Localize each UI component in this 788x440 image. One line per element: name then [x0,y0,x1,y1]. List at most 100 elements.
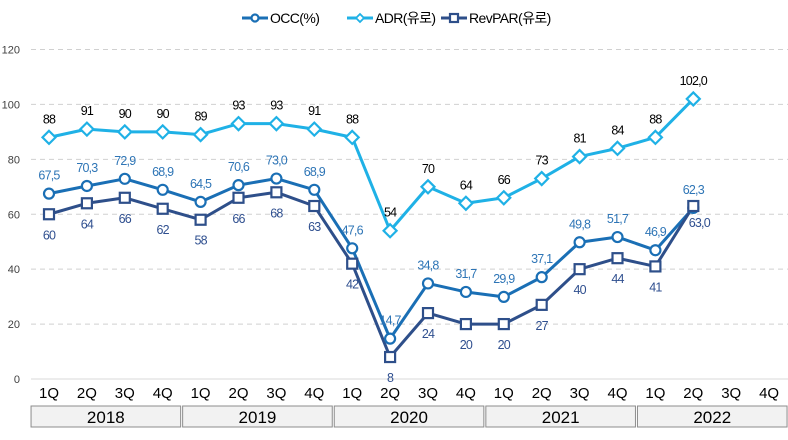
adr-data-label: 93 [270,99,283,113]
adr-data-label: 102,0 [680,74,708,88]
adr-data-label: 90 [157,107,170,121]
adr-data-point [306,121,323,138]
occ-data-label: 14,7 [380,314,402,328]
occ-data-point [80,179,94,193]
revpar-data-label: 24 [422,327,435,341]
adr-data-point [609,140,626,157]
occ-data-label: 68,9 [152,165,174,179]
x-tick-label: 3Q [266,385,286,402]
legend-label-occ: OCC(%) [270,10,319,26]
occ-data-point [459,285,472,299]
occ-data-point [194,195,207,208]
x-axis-categories: 1Q 2Q 3Q 4Q 1Q 2Q 3Q 4Q 1Q 2Q 3Q 4Q 1Q 2Q 3Q 4Q 1Q 2Q 3Q 4Q [39,385,779,402]
revpar-data-label: 68 [270,206,283,220]
adr-data-point [382,222,399,239]
revpar-data-point [42,208,56,221]
occ-data-label: 70,6 [228,160,250,174]
adr-data-point [78,121,95,138]
adr-data-point [571,148,588,165]
x-tick-label: 4Q [304,385,324,402]
year-group-box [333,405,485,428]
occ-data-label: 37,1 [531,252,553,266]
x-tick-label: 2Q [380,385,400,402]
adr-data-point [495,189,512,206]
occ-data-point [535,271,548,284]
legend-label-adr: ADR(유로) [375,10,435,26]
occ-data-point [232,179,245,192]
occ-data-point [308,183,321,196]
occ-data-point [118,172,131,185]
adr-data-point [344,129,361,146]
adr-data-point [647,129,664,146]
x-tick-label: 2Q [683,385,703,402]
revpar-data-point [649,260,662,273]
revpar-data-point [308,199,321,213]
revpar-data-label: 27 [536,319,549,333]
revpar-data-label: 58 [194,234,207,248]
x-tick-label: 4Q [456,385,476,402]
year-group-label: 2020 [390,408,428,427]
occ-data-label: 47,6 [342,223,364,237]
y-tick-label: 0 [14,374,20,386]
occ-data-point [573,236,586,249]
x-tick-label: 4Q [607,385,627,402]
series-layer [40,90,702,364]
adr-data-point [154,123,171,140]
x-tick-label: 1Q [494,385,514,402]
gridlines [31,49,788,380]
adr-data-point [268,115,285,132]
occ-data-point [384,332,397,345]
data-labels-layer: 67,5 70,3 72,9 68,9 64,5 70,6 73,0 68,9 47,6 14,7… [38,74,711,385]
adr-data-point [533,170,550,187]
revpar-data-point [118,191,131,204]
y-tick-label: 20 [8,319,20,331]
x-tick-label: 2Q [77,385,97,402]
adr-data-point [192,126,209,143]
revpar-data-point [194,213,207,226]
revpar-data-point [459,317,472,331]
adr-data-point [40,129,58,146]
occ-data-label: 34,8 [417,258,439,272]
occ-data-point [421,277,435,290]
adr-data-label: 73 [536,154,549,168]
x-tick-label: 3Q [570,385,590,402]
x-tick-label: 3Q [418,385,438,402]
occ-data-label: 51,7 [607,212,629,226]
legend-marker-occ-icon [250,13,260,23]
occ-data-label: 64,5 [190,177,212,191]
year-group-box [182,405,333,428]
occ-data-point [611,230,624,244]
revpar-data-point [421,307,435,320]
year-group-box [30,405,182,428]
adr-data-label: 88 [649,112,662,126]
revpar-data-label: 66 [232,212,245,226]
x-tick-label: 1Q [645,385,665,402]
revpar-data-label: 44 [611,272,624,286]
occ-data-label: 29,9 [493,272,515,286]
revpar-data-point [611,252,624,265]
revpar-series-line [48,190,695,359]
occ-series-line [48,177,695,341]
year-group-label: 2019 [239,408,277,427]
x-tick-label: 2Q [228,385,248,402]
x-tick-label: 4Q [759,385,779,402]
occ-data-label: 72,9 [114,154,136,168]
revpar-data-point [497,317,510,331]
y-tick-label: 60 [8,209,20,221]
y-tick-label: 80 [8,154,20,166]
adr-data-label: 90 [119,107,132,121]
y-tick-label: 40 [8,264,20,276]
occ-data-point [270,172,283,185]
occ-data-label: 49,8 [569,217,591,231]
x-tick-label: 2Q [532,385,552,402]
revpar-data-label: 41 [649,280,662,294]
revpar-data-label: 20 [460,338,473,352]
y-axis-ticks: 0 20 40 60 80 100 120 [2,45,20,387]
revpar-data-point [687,199,700,213]
year-group-box [636,405,788,428]
occ-data-point [42,187,56,200]
adr-data-point [116,123,133,140]
occ-data-label: 31,7 [455,267,477,281]
y-tick-label: 100 [2,99,20,111]
revpar-data-point [535,298,548,311]
